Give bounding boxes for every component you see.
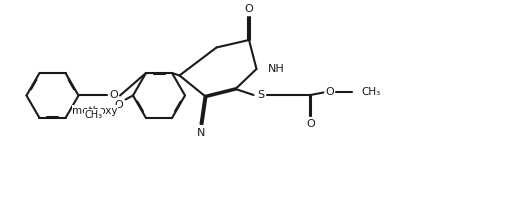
Text: methoxy: methoxy	[72, 106, 118, 116]
Text: O: O	[325, 87, 334, 97]
Text: CH₃: CH₃	[84, 109, 102, 119]
Text: O: O	[244, 5, 253, 14]
Text: O: O	[109, 90, 118, 100]
Text: CH₃: CH₃	[361, 87, 380, 97]
Text: NH: NH	[268, 64, 284, 74]
Text: O: O	[306, 119, 315, 129]
Text: S: S	[257, 90, 264, 100]
Text: N: N	[197, 128, 206, 138]
Text: O: O	[115, 99, 124, 109]
